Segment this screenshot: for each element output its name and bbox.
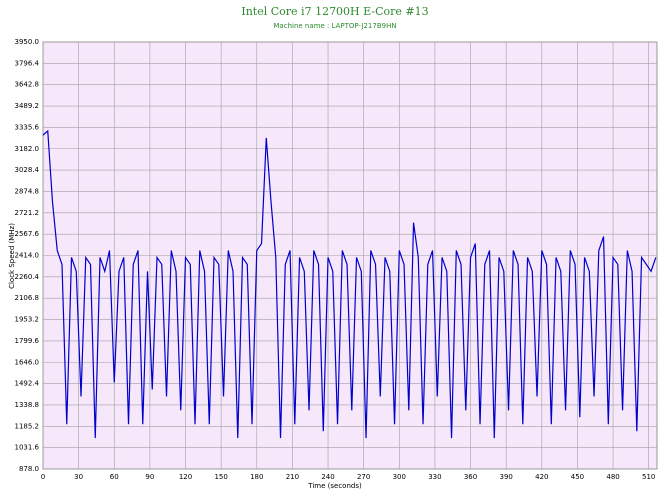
x-tick-label: 60	[110, 473, 119, 481]
y-tick-label: 3489.2	[15, 102, 40, 110]
chart-title: Intel Core i7 12700H E-Core #13	[241, 5, 428, 18]
y-axis-label: Clock Speed (MHz)	[8, 223, 16, 289]
y-tick-label: 1338.8	[15, 401, 40, 409]
y-tick-label: 1953.2	[15, 316, 40, 324]
x-tick-label: 210	[286, 473, 299, 481]
x-tick-label: 330	[428, 473, 441, 481]
x-tick-label: 90	[145, 473, 154, 481]
x-tick-label: 0	[41, 473, 45, 481]
x-tick-label: 480	[606, 473, 619, 481]
x-tick-label: 300	[393, 473, 406, 481]
y-tick-label: 2721.2	[15, 209, 40, 217]
x-tick-label: 450	[571, 473, 584, 481]
y-tick-label: 2567.6	[15, 230, 40, 238]
y-tick-label: 3028.4	[15, 166, 40, 174]
x-tick-label: 420	[535, 473, 548, 481]
y-tick-label: 3950.0	[15, 38, 40, 46]
x-tick-label: 390	[499, 473, 512, 481]
x-tick-label: 360	[464, 473, 477, 481]
y-tick-label: 2874.8	[15, 187, 40, 195]
x-tick-label: 510	[642, 473, 655, 481]
x-tick-label: 180	[250, 473, 263, 481]
y-tick-label: 2106.8	[15, 294, 40, 302]
y-tick-label: 1492.4	[15, 380, 40, 388]
x-tick-label: 30	[74, 473, 83, 481]
data-line	[42, 129, 657, 439]
y-tick-label: 3182.0	[15, 145, 40, 153]
x-tick-label: 240	[321, 473, 334, 481]
x-tick-label: 150	[214, 473, 227, 481]
y-tick-label: 878.0	[19, 465, 39, 473]
y-tick-label: 2414.0	[15, 252, 40, 260]
chart-subtitle: Machine name : LAPTOP-J217B9HN	[273, 22, 396, 30]
y-tick-label: 3642.8	[15, 81, 40, 89]
y-tick-label: 1185.2	[15, 422, 40, 430]
y-tick-label: 1799.6	[15, 337, 40, 345]
y-tick-label: 1646.0	[15, 358, 40, 366]
y-tick-label: 3796.4	[15, 59, 40, 67]
y-tick-label: 1031.6	[15, 444, 40, 452]
y-tick-label: 3335.6	[15, 123, 40, 131]
x-tick-label: 270	[357, 473, 370, 481]
x-axis-label: Time (seconds)	[307, 482, 362, 490]
x-tick-label: 120	[179, 473, 192, 481]
y-tick-label: 2260.4	[15, 273, 40, 281]
